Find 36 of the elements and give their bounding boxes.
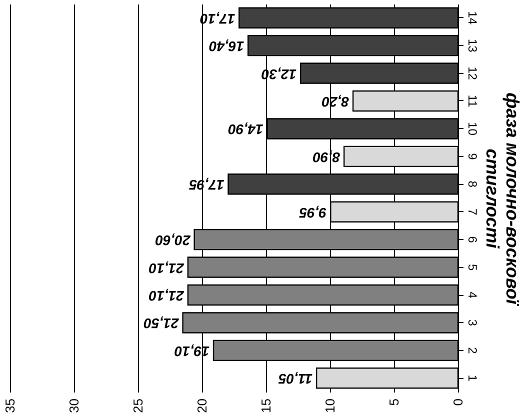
- y-tick-label: 10: [466, 122, 480, 136]
- x-tick-label: 15: [258, 398, 274, 413]
- y-tick-label: 7: [466, 208, 480, 216]
- x-tick-label: 25: [130, 398, 146, 413]
- y-tick-label: 12: [466, 66, 480, 80]
- y-tick-label: 13: [466, 38, 480, 53]
- data-label: 8,90: [312, 149, 340, 166]
- data-label: 19,10: [174, 343, 210, 360]
- y-tick-label: 2: [466, 347, 480, 354]
- data-label: 8,20: [322, 94, 350, 110]
- data-label: 9,95: [299, 204, 327, 221]
- data-label: 17,10: [200, 10, 236, 27]
- y-axis-title: фаза молочно-воскової стиглості: [482, 92, 522, 306]
- data-label: 21,10: [148, 260, 185, 276]
- y-tick-label: 5: [466, 264, 480, 271]
- x-tick-label: 35: [2, 398, 18, 413]
- x-tick-label: 0: [450, 398, 466, 406]
- data-label: 21,50: [144, 316, 180, 332]
- x-tick-label: 20: [194, 398, 210, 413]
- y-tick-label: 11: [466, 94, 480, 108]
- y-tick-label: 3: [466, 319, 480, 326]
- data-label: 11,05: [278, 371, 313, 388]
- y-tick-label: 6: [466, 236, 480, 244]
- data-label: 14,90: [228, 122, 264, 138]
- data-label: 16,40: [208, 38, 244, 55]
- x-tick-label: 30: [66, 398, 82, 413]
- data-label: 20,60: [155, 232, 192, 249]
- y-tick-label: 9: [466, 153, 480, 160]
- x-tick-label: 5: [386, 398, 402, 406]
- y-tick-label: 1: [466, 374, 480, 382]
- y-tick-label: 4: [466, 292, 480, 299]
- y-tick-label: 14: [466, 11, 480, 25]
- data-label: 12,30: [261, 66, 297, 82]
- data-label: 21,10: [148, 288, 185, 304]
- x-tick-label: 10: [322, 398, 338, 413]
- y-tick-label: 8: [466, 180, 480, 188]
